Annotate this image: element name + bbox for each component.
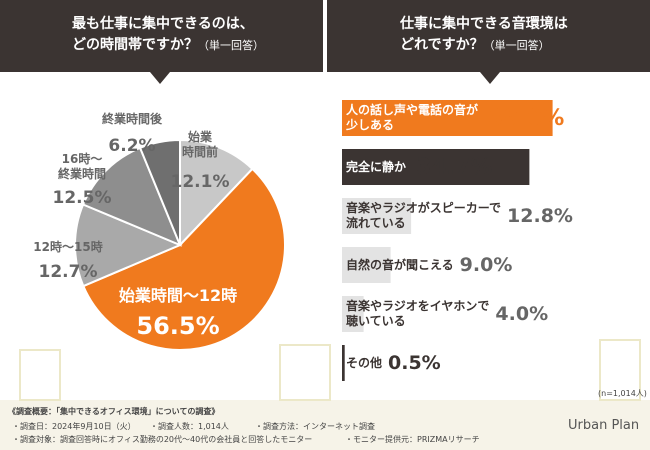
bar-label: その他 xyxy=(346,355,383,370)
note: (n=1,014人) xyxy=(598,389,647,398)
bar xyxy=(342,100,553,136)
background-buildings xyxy=(19,339,641,401)
bar-row: その他 0.5% xyxy=(346,345,441,381)
bar-value: 39.0% xyxy=(488,105,565,131)
footer-line: ・調査方法：インターネット調査 xyxy=(255,422,375,431)
slice-label: 12時〜15時 xyxy=(33,240,103,254)
pointer xyxy=(150,72,170,84)
slice-value: 12.5% xyxy=(52,188,112,208)
bar-title: 仕事に集中できる音環境は どれですか？（単一回答） xyxy=(400,16,568,53)
slice-label: 始業時間〜12時 xyxy=(118,286,238,305)
bar-value: 12.8% xyxy=(507,205,573,227)
bar-row: 音楽やラジオをイヤホンで 聴いている 4.0% xyxy=(346,296,548,332)
bar xyxy=(342,247,391,283)
bar-label: 音楽やラジオがスピーカーで 流れている xyxy=(346,201,502,230)
bar-value: 34.7% xyxy=(416,154,493,180)
pointer xyxy=(480,72,500,84)
bar-label: 人の話し声や電話の音が 少しある xyxy=(346,103,479,132)
footer-line: ・調査日：2024年9月10日（火） xyxy=(12,422,136,431)
footer-line: ・調査人数：1,014人 xyxy=(150,422,229,431)
pie-slice xyxy=(138,138,181,246)
footer-band xyxy=(0,400,650,450)
bar xyxy=(342,296,364,332)
slice-value: 6.2% xyxy=(108,136,156,156)
slice-value: 56.5% xyxy=(136,312,220,340)
slice-value: 12.7% xyxy=(38,262,98,282)
bar-value: 0.5% xyxy=(388,352,441,374)
bar xyxy=(342,198,412,234)
slice-label: 終業時間後 xyxy=(101,112,163,126)
bar-value: 9.0% xyxy=(459,254,513,276)
brand: Urban Plan xyxy=(568,418,640,433)
footer-line: ・モニター提供元：PRIZMAリサーチ xyxy=(345,435,480,444)
footer-heading: 《調査概要：「集中できるオフィス環境」についての調査》 xyxy=(8,407,220,416)
bar-value: 4.0% xyxy=(495,303,549,325)
pie-slice xyxy=(74,203,183,288)
pie-title: 最も仕事に集中できるのは、 どの時間帯ですか？（単一回答） xyxy=(72,16,264,53)
slice-label: 始業 時間前 xyxy=(181,130,219,159)
pie-slice xyxy=(82,167,286,351)
bar-row: 人の話し声や電話の音が 少しある 39.0% xyxy=(346,100,564,136)
pie-slice xyxy=(81,146,182,247)
slice-label: 16時〜 終業時間 xyxy=(57,152,107,181)
bar-row: 自然の音が聞こえる 9.0% xyxy=(346,247,512,283)
bar-label: 音楽やラジオをイヤホンで 聴いている xyxy=(346,299,490,328)
bar-row: 音楽やラジオがスピーカーで 流れている 12.8% xyxy=(346,198,573,234)
bar-row: 完全に静か 34.7% xyxy=(346,149,492,185)
bar-label: 完全に静か xyxy=(346,159,407,174)
bar xyxy=(342,149,530,185)
footer-line: ・調査対象：調査回答時にオフィス勤務の20代〜40代の会社員と回答したモニター xyxy=(12,435,313,444)
bar xyxy=(342,345,345,381)
slice-value: 12.1% xyxy=(170,172,230,192)
bar-label: 自然の音が聞こえる xyxy=(346,257,454,272)
pie-slice xyxy=(179,138,254,248)
